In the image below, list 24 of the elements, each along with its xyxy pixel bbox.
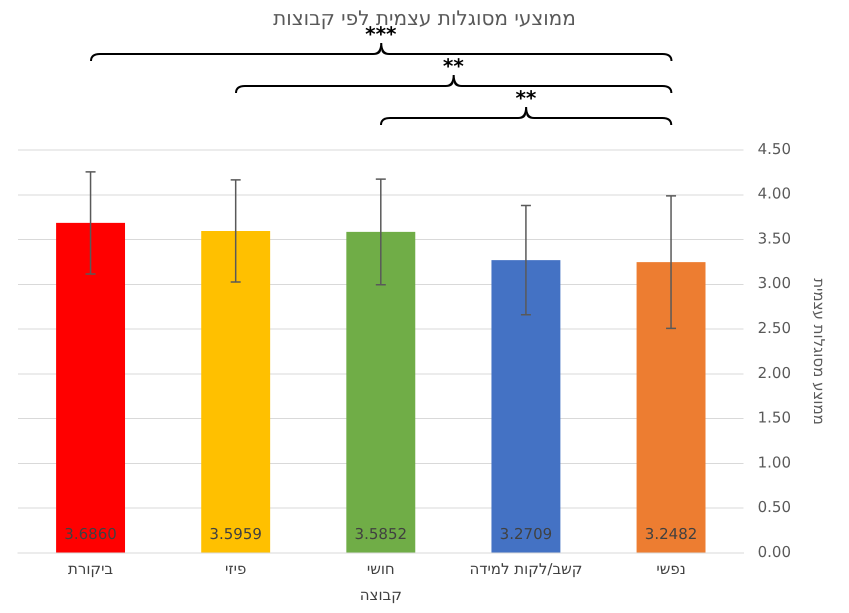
x-tick-label: קשב/לקות למידה bbox=[469, 560, 582, 578]
y-tick-label: 0.00 bbox=[758, 542, 792, 561]
data-label: 3.2482 bbox=[644, 524, 698, 543]
x-tick-label: חושי bbox=[366, 560, 395, 578]
y-tick-label: 1.50 bbox=[758, 408, 792, 427]
y-tick-label: 3.50 bbox=[758, 229, 792, 248]
text: ** bbox=[442, 54, 464, 78]
y-tick-label: 0.50 bbox=[758, 498, 792, 516]
y-tick-label: 4.50 bbox=[758, 140, 792, 158]
y-tick-label: 2.00 bbox=[758, 364, 792, 382]
x-tick-label: ביקורת bbox=[68, 560, 114, 578]
y-tick-label: 4.00 bbox=[758, 184, 792, 203]
x-tick-label: פיזי bbox=[225, 560, 246, 578]
y-tick-label: 2.50 bbox=[758, 319, 792, 337]
data-label: 3.5959 bbox=[209, 524, 262, 543]
data-label: 3.2709 bbox=[500, 524, 552, 543]
data-label: 3.5852 bbox=[354, 524, 408, 543]
y-tick-label: 1.00 bbox=[758, 453, 792, 472]
y-tick-label: 3.00 bbox=[758, 274, 792, 292]
x-axis-title: קבוצה bbox=[360, 586, 402, 604]
x-tick-label: נפשי bbox=[656, 560, 686, 578]
text: ** bbox=[515, 86, 537, 110]
y-axis-title: ממוצע מסוגלות עצמית bbox=[810, 278, 828, 425]
data-label: 3.6860 bbox=[64, 524, 117, 543]
